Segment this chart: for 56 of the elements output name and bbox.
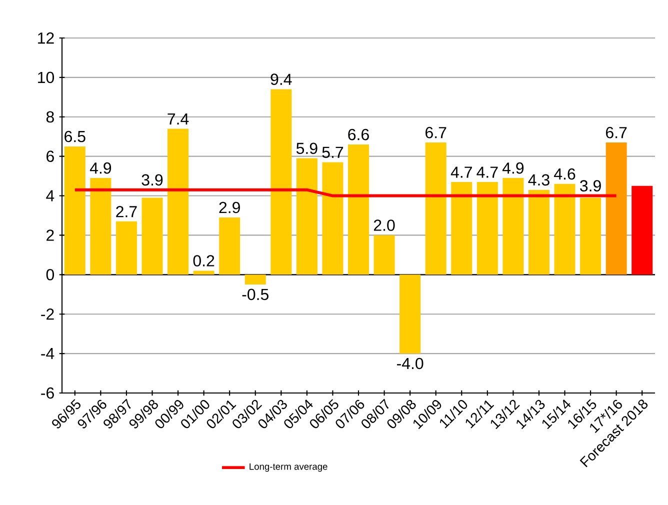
data-label: 6.7 — [426, 126, 446, 138]
data-label: 6.6 — [348, 128, 369, 140]
data-label: 6.5 — [64, 130, 86, 142]
legend-label: Long-term average — [250, 463, 328, 472]
data-label: 5.9 — [296, 142, 318, 154]
bar — [451, 182, 472, 275]
bar — [270, 89, 292, 275]
bar — [244, 274, 266, 285]
data-label: -0.5 — [242, 288, 268, 300]
bar — [322, 162, 344, 275]
y-tick-label: 2 — [46, 230, 54, 241]
data-label: 4.7 — [476, 166, 498, 178]
data-label: 4.6 — [554, 168, 576, 180]
bar — [476, 182, 498, 275]
bar — [142, 198, 163, 275]
bar — [64, 146, 86, 275]
data-label: 9.4 — [270, 74, 292, 85]
data-label: 2.0 — [374, 220, 395, 231]
bar — [193, 270, 214, 275]
data-label: 7.4 — [168, 113, 189, 124]
data-label: 2.9 — [219, 202, 240, 214]
bar — [580, 198, 602, 275]
bar — [219, 217, 240, 275]
bar — [425, 142, 446, 275]
y-tick-label: -6 — [41, 387, 54, 399]
data-label: 4.9 — [502, 162, 524, 174]
data-label: 0.2 — [193, 255, 214, 266]
data-label: 5.7 — [322, 146, 344, 158]
bar — [502, 178, 524, 275]
y-tick-label: -4 — [41, 348, 54, 360]
bar — [168, 128, 189, 275]
data-label: -4.0 — [396, 358, 424, 370]
bar — [632, 186, 653, 275]
data-label: 4.7 — [450, 166, 472, 178]
y-tick-label: 4 — [46, 190, 54, 202]
bar — [116, 221, 137, 275]
y-tick-label: 8 — [46, 111, 54, 123]
y-tick-label: 0 — [46, 268, 54, 280]
y-tick-label: 12 — [38, 32, 54, 44]
bar — [90, 178, 112, 275]
y-tick-label: 10 — [38, 72, 54, 84]
data-label: 4.9 — [90, 162, 112, 174]
data-label: 4.3 — [528, 174, 550, 186]
data-label: 3.9 — [142, 174, 163, 186]
data-label: 3.9 — [580, 180, 601, 192]
bar — [400, 274, 421, 354]
data-label: 2.7 — [116, 206, 137, 218]
bar — [348, 144, 369, 275]
bar — [296, 158, 318, 275]
bar — [528, 190, 550, 275]
bar — [554, 184, 576, 275]
bar — [606, 142, 627, 275]
data-label: 6.7 — [606, 126, 627, 138]
y-tick-label: 6 — [46, 150, 54, 162]
bar — [374, 235, 395, 275]
y-tick-label: -2 — [41, 308, 54, 320]
